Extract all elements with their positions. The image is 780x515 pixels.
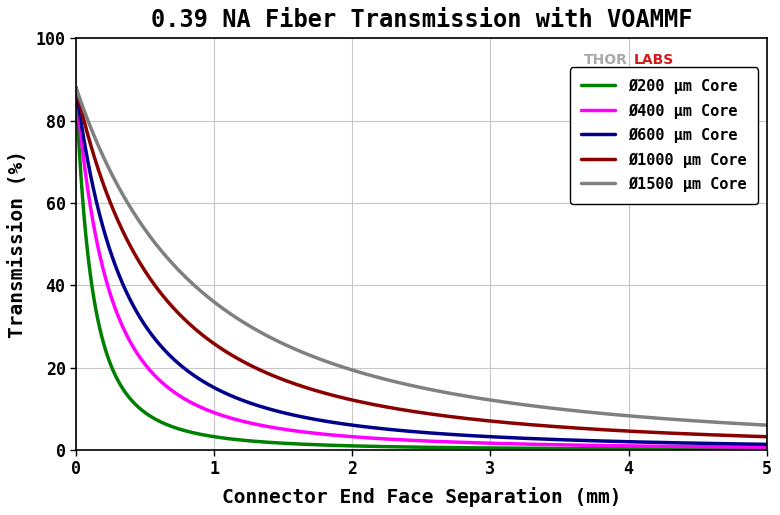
Ø400 μm Core	[72, 85, 81, 91]
Ø200 μm Core	[762, 446, 771, 452]
Ø400 μm Core	[366, 435, 375, 441]
Line: Ø600 μm Core: Ø600 μm Core	[76, 88, 767, 444]
Ø1000 μm Core	[336, 394, 346, 401]
Ø1500 μm Core	[191, 284, 200, 290]
Ø1000 μm Core	[72, 85, 81, 91]
Title: 0.39 NA Fiber Transmission with VOAMMF: 0.39 NA Fiber Transmission with VOAMMF	[151, 8, 692, 32]
Ø200 μm Core	[151, 416, 160, 422]
Ø200 μm Core	[72, 85, 81, 91]
Line: Ø1500 μm Core: Ø1500 μm Core	[76, 88, 767, 425]
Ø600 μm Core	[366, 424, 375, 431]
Text: LABS: LABS	[634, 53, 675, 67]
Ø600 μm Core	[336, 420, 346, 426]
Ø1500 μm Core	[72, 85, 81, 91]
Ø400 μm Core	[191, 402, 200, 408]
Ø600 μm Core	[674, 440, 683, 446]
Ø1000 μm Core	[762, 434, 771, 440]
Line: Ø200 μm Core: Ø200 μm Core	[76, 88, 767, 449]
Ø200 μm Core	[674, 446, 683, 452]
Ø600 μm Core	[762, 441, 771, 448]
Ø600 μm Core	[151, 336, 160, 342]
Ø1500 μm Core	[748, 421, 757, 427]
Line: Ø1000 μm Core: Ø1000 μm Core	[76, 88, 767, 437]
Ø1000 μm Core	[151, 282, 160, 288]
Ø1000 μm Core	[366, 401, 375, 407]
X-axis label: Connector End Face Separation (mm): Connector End Face Separation (mm)	[222, 487, 621, 507]
Ø200 μm Core	[336, 442, 346, 449]
Ø400 μm Core	[762, 444, 771, 450]
Ø1500 μm Core	[151, 239, 160, 246]
Ø200 μm Core	[191, 430, 200, 436]
Ø600 μm Core	[191, 373, 200, 380]
Ø1500 μm Core	[336, 364, 346, 370]
Ø400 μm Core	[151, 372, 160, 379]
Ø600 μm Core	[748, 441, 757, 447]
Ø1500 μm Core	[674, 417, 683, 423]
Ø200 μm Core	[748, 446, 757, 452]
Ø400 μm Core	[674, 443, 683, 450]
Ø400 μm Core	[336, 433, 346, 439]
Ø1000 μm Core	[748, 433, 757, 439]
Ø1000 μm Core	[674, 431, 683, 437]
Ø1000 μm Core	[191, 327, 200, 333]
Ø600 μm Core	[72, 85, 81, 91]
Ø200 μm Core	[366, 443, 375, 450]
Line: Ø400 μm Core: Ø400 μm Core	[76, 88, 767, 447]
Ø400 μm Core	[748, 444, 757, 450]
Legend: Ø200 μm Core, Ø400 μm Core, Ø600 μm Core, Ø1000 μm Core, Ø1500 μm Core: Ø200 μm Core, Ø400 μm Core, Ø600 μm Core…	[569, 67, 758, 204]
Ø1500 μm Core	[366, 372, 375, 379]
Y-axis label: Transmission (%): Transmission (%)	[9, 150, 27, 338]
Text: THOR: THOR	[583, 53, 628, 67]
Ø1500 μm Core	[762, 422, 771, 428]
